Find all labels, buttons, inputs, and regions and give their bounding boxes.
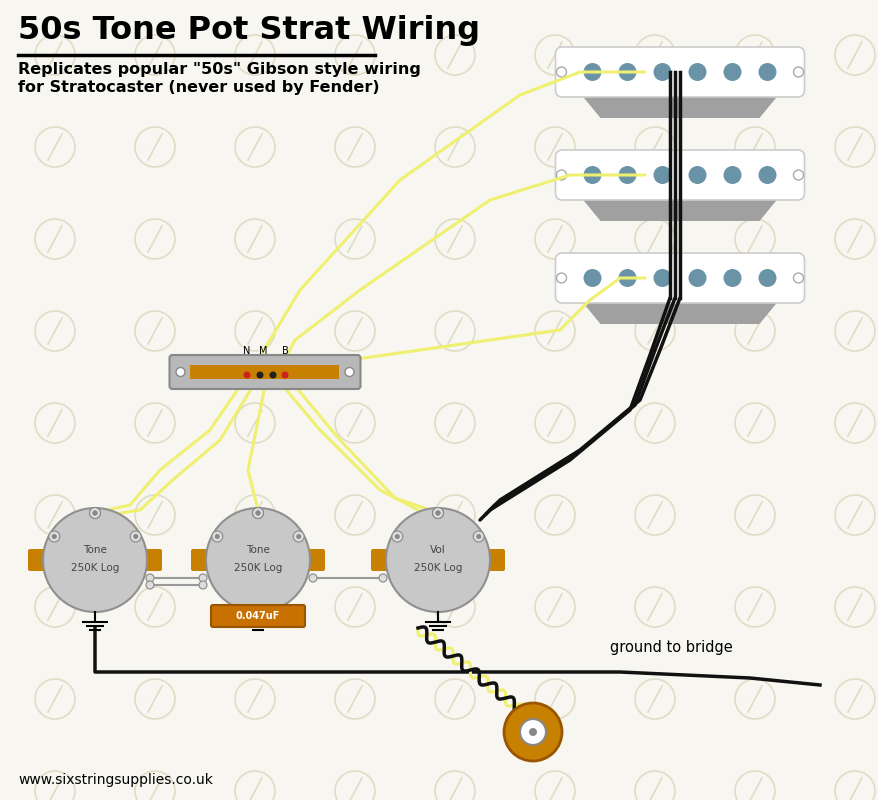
Circle shape [394, 534, 399, 539]
FancyBboxPatch shape [28, 549, 45, 571]
Circle shape [687, 63, 706, 81]
Polygon shape [577, 296, 781, 324]
Circle shape [252, 507, 263, 518]
Circle shape [205, 508, 310, 612]
Text: 250K Log: 250K Log [414, 563, 462, 573]
Circle shape [252, 507, 263, 518]
Text: 0.047uF: 0.047uF [235, 611, 280, 621]
FancyBboxPatch shape [307, 549, 325, 571]
Circle shape [146, 581, 154, 589]
Circle shape [723, 269, 741, 287]
FancyBboxPatch shape [169, 355, 360, 389]
Circle shape [198, 574, 206, 582]
Circle shape [652, 63, 671, 81]
Circle shape [432, 507, 443, 518]
Circle shape [256, 371, 263, 378]
Text: 250K Log: 250K Log [71, 563, 119, 573]
Circle shape [583, 63, 601, 81]
Circle shape [43, 508, 147, 612]
Circle shape [758, 269, 775, 287]
Text: www.sixstringsupplies.co.uk: www.sixstringsupplies.co.uk [18, 773, 212, 787]
Text: Tone: Tone [83, 545, 107, 555]
Circle shape [618, 63, 636, 81]
Circle shape [255, 510, 260, 515]
Text: Vol: Vol [429, 545, 445, 555]
Text: B: B [281, 346, 288, 356]
Circle shape [133, 534, 138, 539]
Circle shape [176, 367, 184, 377]
FancyBboxPatch shape [555, 253, 803, 303]
Circle shape [520, 719, 545, 745]
Circle shape [92, 510, 97, 515]
FancyBboxPatch shape [555, 47, 803, 97]
Circle shape [435, 510, 440, 515]
Circle shape [296, 534, 301, 539]
Circle shape [344, 367, 354, 377]
Text: N: N [243, 346, 250, 356]
Circle shape [255, 510, 260, 515]
Text: M: M [258, 346, 267, 356]
FancyBboxPatch shape [211, 605, 305, 627]
Circle shape [435, 510, 440, 515]
Text: 250K Log: 250K Log [234, 563, 282, 573]
Circle shape [212, 531, 222, 542]
Circle shape [529, 728, 536, 736]
Circle shape [476, 534, 480, 539]
FancyBboxPatch shape [371, 549, 387, 571]
Circle shape [385, 508, 489, 612]
Circle shape [309, 574, 317, 582]
Circle shape [723, 63, 741, 81]
FancyBboxPatch shape [555, 150, 803, 200]
Polygon shape [577, 90, 781, 118]
Circle shape [392, 531, 402, 542]
Circle shape [687, 269, 706, 287]
Text: for Stratocaster (never used by Fender): for Stratocaster (never used by Fender) [18, 80, 379, 95]
FancyBboxPatch shape [191, 549, 208, 571]
Circle shape [503, 703, 561, 761]
Circle shape [270, 371, 277, 378]
Circle shape [583, 269, 601, 287]
Circle shape [687, 166, 706, 184]
Circle shape [723, 166, 741, 184]
Circle shape [652, 269, 671, 287]
FancyBboxPatch shape [191, 365, 339, 379]
Circle shape [758, 166, 775, 184]
Circle shape [758, 63, 775, 81]
Polygon shape [577, 193, 781, 221]
Circle shape [90, 507, 100, 518]
Circle shape [243, 371, 250, 378]
Circle shape [130, 531, 141, 542]
FancyBboxPatch shape [487, 549, 505, 571]
Circle shape [618, 269, 636, 287]
Circle shape [92, 510, 97, 515]
Circle shape [652, 166, 671, 184]
Text: 50s Tone Pot Strat Wiring: 50s Tone Pot Strat Wiring [18, 15, 479, 46]
Circle shape [378, 574, 386, 582]
Circle shape [49, 531, 60, 542]
Circle shape [432, 507, 443, 518]
Circle shape [472, 531, 484, 542]
Text: ground to bridge: ground to bridge [609, 640, 732, 655]
Text: Replicates popular "50s" Gibson style wiring: Replicates popular "50s" Gibson style wi… [18, 62, 421, 77]
Circle shape [198, 581, 206, 589]
Circle shape [52, 534, 57, 539]
Circle shape [583, 166, 601, 184]
Circle shape [618, 166, 636, 184]
Circle shape [281, 371, 288, 378]
Circle shape [146, 574, 154, 582]
Circle shape [293, 531, 304, 542]
FancyBboxPatch shape [145, 549, 162, 571]
Text: Tone: Tone [246, 545, 270, 555]
Circle shape [214, 534, 220, 539]
Circle shape [90, 507, 100, 518]
